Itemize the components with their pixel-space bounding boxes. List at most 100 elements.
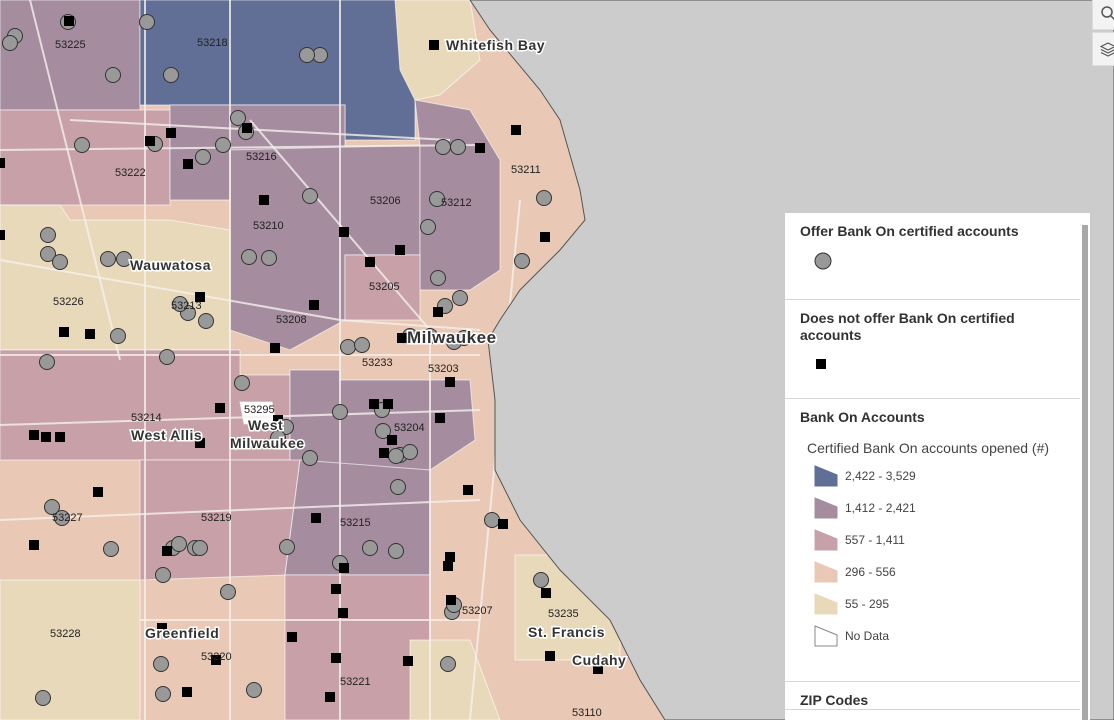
no-offer-location-marker[interactable] <box>475 143 485 153</box>
offer-location-marker[interactable] <box>362 540 378 556</box>
offer-location-marker[interactable] <box>195 149 211 165</box>
no-offer-location-marker[interactable] <box>270 343 280 353</box>
offer-location-marker[interactable] <box>40 246 56 262</box>
offer-location-marker[interactable] <box>35 690 51 706</box>
no-offer-location-marker[interactable] <box>309 300 319 310</box>
no-offer-location-marker[interactable] <box>429 40 439 50</box>
offer-location-marker[interactable] <box>241 249 257 265</box>
offer-location-marker[interactable] <box>484 512 500 528</box>
no-offer-location-marker[interactable] <box>157 623 167 633</box>
no-offer-location-marker[interactable] <box>511 125 521 135</box>
no-offer-location-marker[interactable] <box>435 413 445 423</box>
offer-location-marker[interactable] <box>52 254 68 270</box>
offer-location-marker[interactable] <box>198 313 214 329</box>
offer-location-marker[interactable] <box>215 137 231 153</box>
no-offer-location-marker[interactable] <box>0 158 5 168</box>
offer-location-marker[interactable] <box>435 139 451 155</box>
no-offer-location-marker[interactable] <box>242 123 252 133</box>
no-offer-location-marker[interactable] <box>541 588 551 598</box>
no-offer-location-marker[interactable] <box>397 333 407 343</box>
offer-location-marker[interactable] <box>420 219 436 235</box>
no-offer-location-marker[interactable] <box>403 656 413 666</box>
no-offer-location-marker[interactable] <box>498 519 508 529</box>
zip-area[interactable] <box>284 574 431 720</box>
no-offer-location-marker[interactable] <box>64 16 74 26</box>
offer-location-marker[interactable] <box>270 430 286 446</box>
offer-location-marker[interactable] <box>533 572 549 588</box>
offer-location-marker[interactable] <box>155 686 171 702</box>
no-offer-location-marker[interactable] <box>41 432 51 442</box>
no-offer-location-marker[interactable] <box>545 651 555 661</box>
offer-location-marker[interactable] <box>440 656 456 672</box>
no-offer-location-marker[interactable] <box>215 403 225 413</box>
no-offer-location-marker[interactable] <box>338 608 348 618</box>
no-offer-location-marker[interactable] <box>383 399 393 409</box>
offer-location-marker[interactable] <box>163 67 179 83</box>
no-offer-location-marker[interactable] <box>59 327 69 337</box>
offer-location-marker[interactable] <box>299 47 315 63</box>
offer-location-marker[interactable] <box>450 139 466 155</box>
no-offer-location-marker[interactable] <box>331 653 341 663</box>
zip-area[interactable] <box>0 204 231 351</box>
no-offer-location-marker[interactable] <box>145 136 155 146</box>
offer-location-marker[interactable] <box>302 450 318 466</box>
no-offer-location-marker[interactable] <box>433 307 443 317</box>
zip-area[interactable] <box>0 579 141 720</box>
offer-location-marker[interactable] <box>452 290 468 306</box>
layers-button[interactable] <box>1092 32 1114 66</box>
search-button[interactable] <box>1092 0 1114 30</box>
offer-location-marker[interactable] <box>105 67 121 83</box>
offer-location-marker[interactable] <box>192 540 208 556</box>
no-offer-location-marker[interactable] <box>331 584 341 594</box>
no-offer-location-marker[interactable] <box>85 329 95 339</box>
offer-location-marker[interactable] <box>40 227 56 243</box>
no-offer-location-marker[interactable] <box>365 257 375 267</box>
no-offer-location-marker[interactable] <box>379 448 389 458</box>
offer-location-marker[interactable] <box>234 375 250 391</box>
no-offer-location-marker[interactable] <box>182 687 192 697</box>
no-offer-location-marker[interactable] <box>195 438 205 448</box>
offer-location-marker[interactable] <box>340 339 356 355</box>
no-offer-location-marker[interactable] <box>445 552 455 562</box>
offer-location-marker[interactable] <box>139 14 155 30</box>
no-offer-location-marker[interactable] <box>0 230 5 240</box>
no-offer-location-marker[interactable] <box>339 227 349 237</box>
offer-location-marker[interactable] <box>230 110 246 126</box>
no-offer-location-marker[interactable] <box>195 292 205 302</box>
offer-location-marker[interactable] <box>402 444 418 460</box>
offer-location-marker[interactable] <box>171 536 187 552</box>
no-offer-location-marker[interactable] <box>311 513 321 523</box>
offer-location-marker[interactable] <box>302 188 318 204</box>
no-offer-location-marker[interactable] <box>443 561 453 571</box>
offer-location-marker[interactable] <box>390 479 406 495</box>
offer-location-marker[interactable] <box>354 337 370 353</box>
offer-location-marker[interactable] <box>159 349 175 365</box>
offer-location-marker[interactable] <box>220 584 236 600</box>
no-offer-location-marker[interactable] <box>29 540 39 550</box>
no-offer-location-marker[interactable] <box>445 377 455 387</box>
offer-location-marker[interactable] <box>2 35 18 51</box>
no-offer-location-marker[interactable] <box>463 485 473 495</box>
offer-location-marker[interactable] <box>172 296 188 312</box>
no-offer-location-marker[interactable] <box>395 245 405 255</box>
offer-location-marker[interactable] <box>456 330 472 346</box>
offer-location-marker[interactable] <box>44 499 60 515</box>
no-offer-location-marker[interactable] <box>259 195 269 205</box>
offer-location-marker[interactable] <box>261 250 277 266</box>
offer-location-marker[interactable] <box>422 328 438 344</box>
offer-location-marker[interactable] <box>514 253 530 269</box>
offer-location-marker[interactable] <box>116 251 132 267</box>
offer-location-marker[interactable] <box>375 423 391 439</box>
no-offer-location-marker[interactable] <box>211 655 221 665</box>
no-offer-location-marker[interactable] <box>183 159 193 169</box>
offer-location-marker[interactable] <box>110 328 126 344</box>
offer-location-marker[interactable] <box>153 656 169 672</box>
no-offer-location-marker[interactable] <box>369 399 379 409</box>
no-offer-location-marker[interactable] <box>166 128 176 138</box>
zip-area[interactable] <box>409 639 501 720</box>
offer-location-marker[interactable] <box>388 543 404 559</box>
offer-location-marker[interactable] <box>103 541 119 557</box>
offer-location-marker[interactable] <box>279 539 295 555</box>
no-offer-location-marker[interactable] <box>446 595 456 605</box>
zip-area[interactable] <box>0 109 171 206</box>
